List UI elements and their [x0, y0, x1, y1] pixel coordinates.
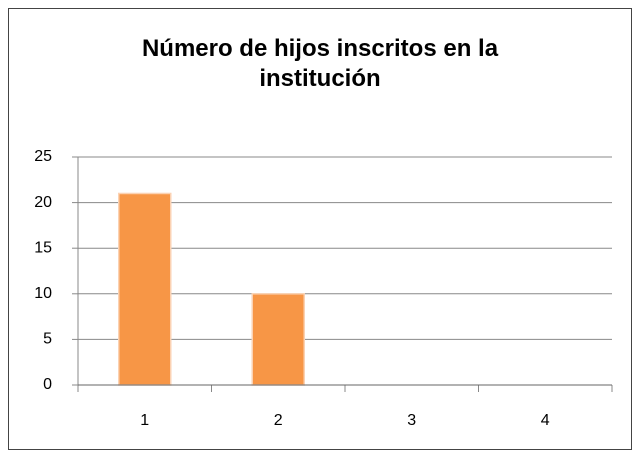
- y-tick-label: 10: [34, 285, 52, 302]
- chart-border: [8, 8, 632, 450]
- x-tick-label: 4: [541, 412, 550, 429]
- x-tick-label: 2: [274, 412, 283, 429]
- y-tick-label: 20: [34, 194, 52, 211]
- y-tick-label: 5: [43, 331, 52, 348]
- y-tick-label: 15: [34, 239, 52, 256]
- y-tick-label: 0: [43, 376, 52, 393]
- bar: [251, 293, 305, 386]
- y-tick-label: 25: [34, 148, 52, 165]
- x-tick-label: 1: [140, 412, 149, 429]
- bar: [118, 192, 172, 386]
- chart-title: Número de hijos inscritos en la instituc…: [141, 35, 499, 92]
- x-tick-label: 3: [407, 412, 416, 429]
